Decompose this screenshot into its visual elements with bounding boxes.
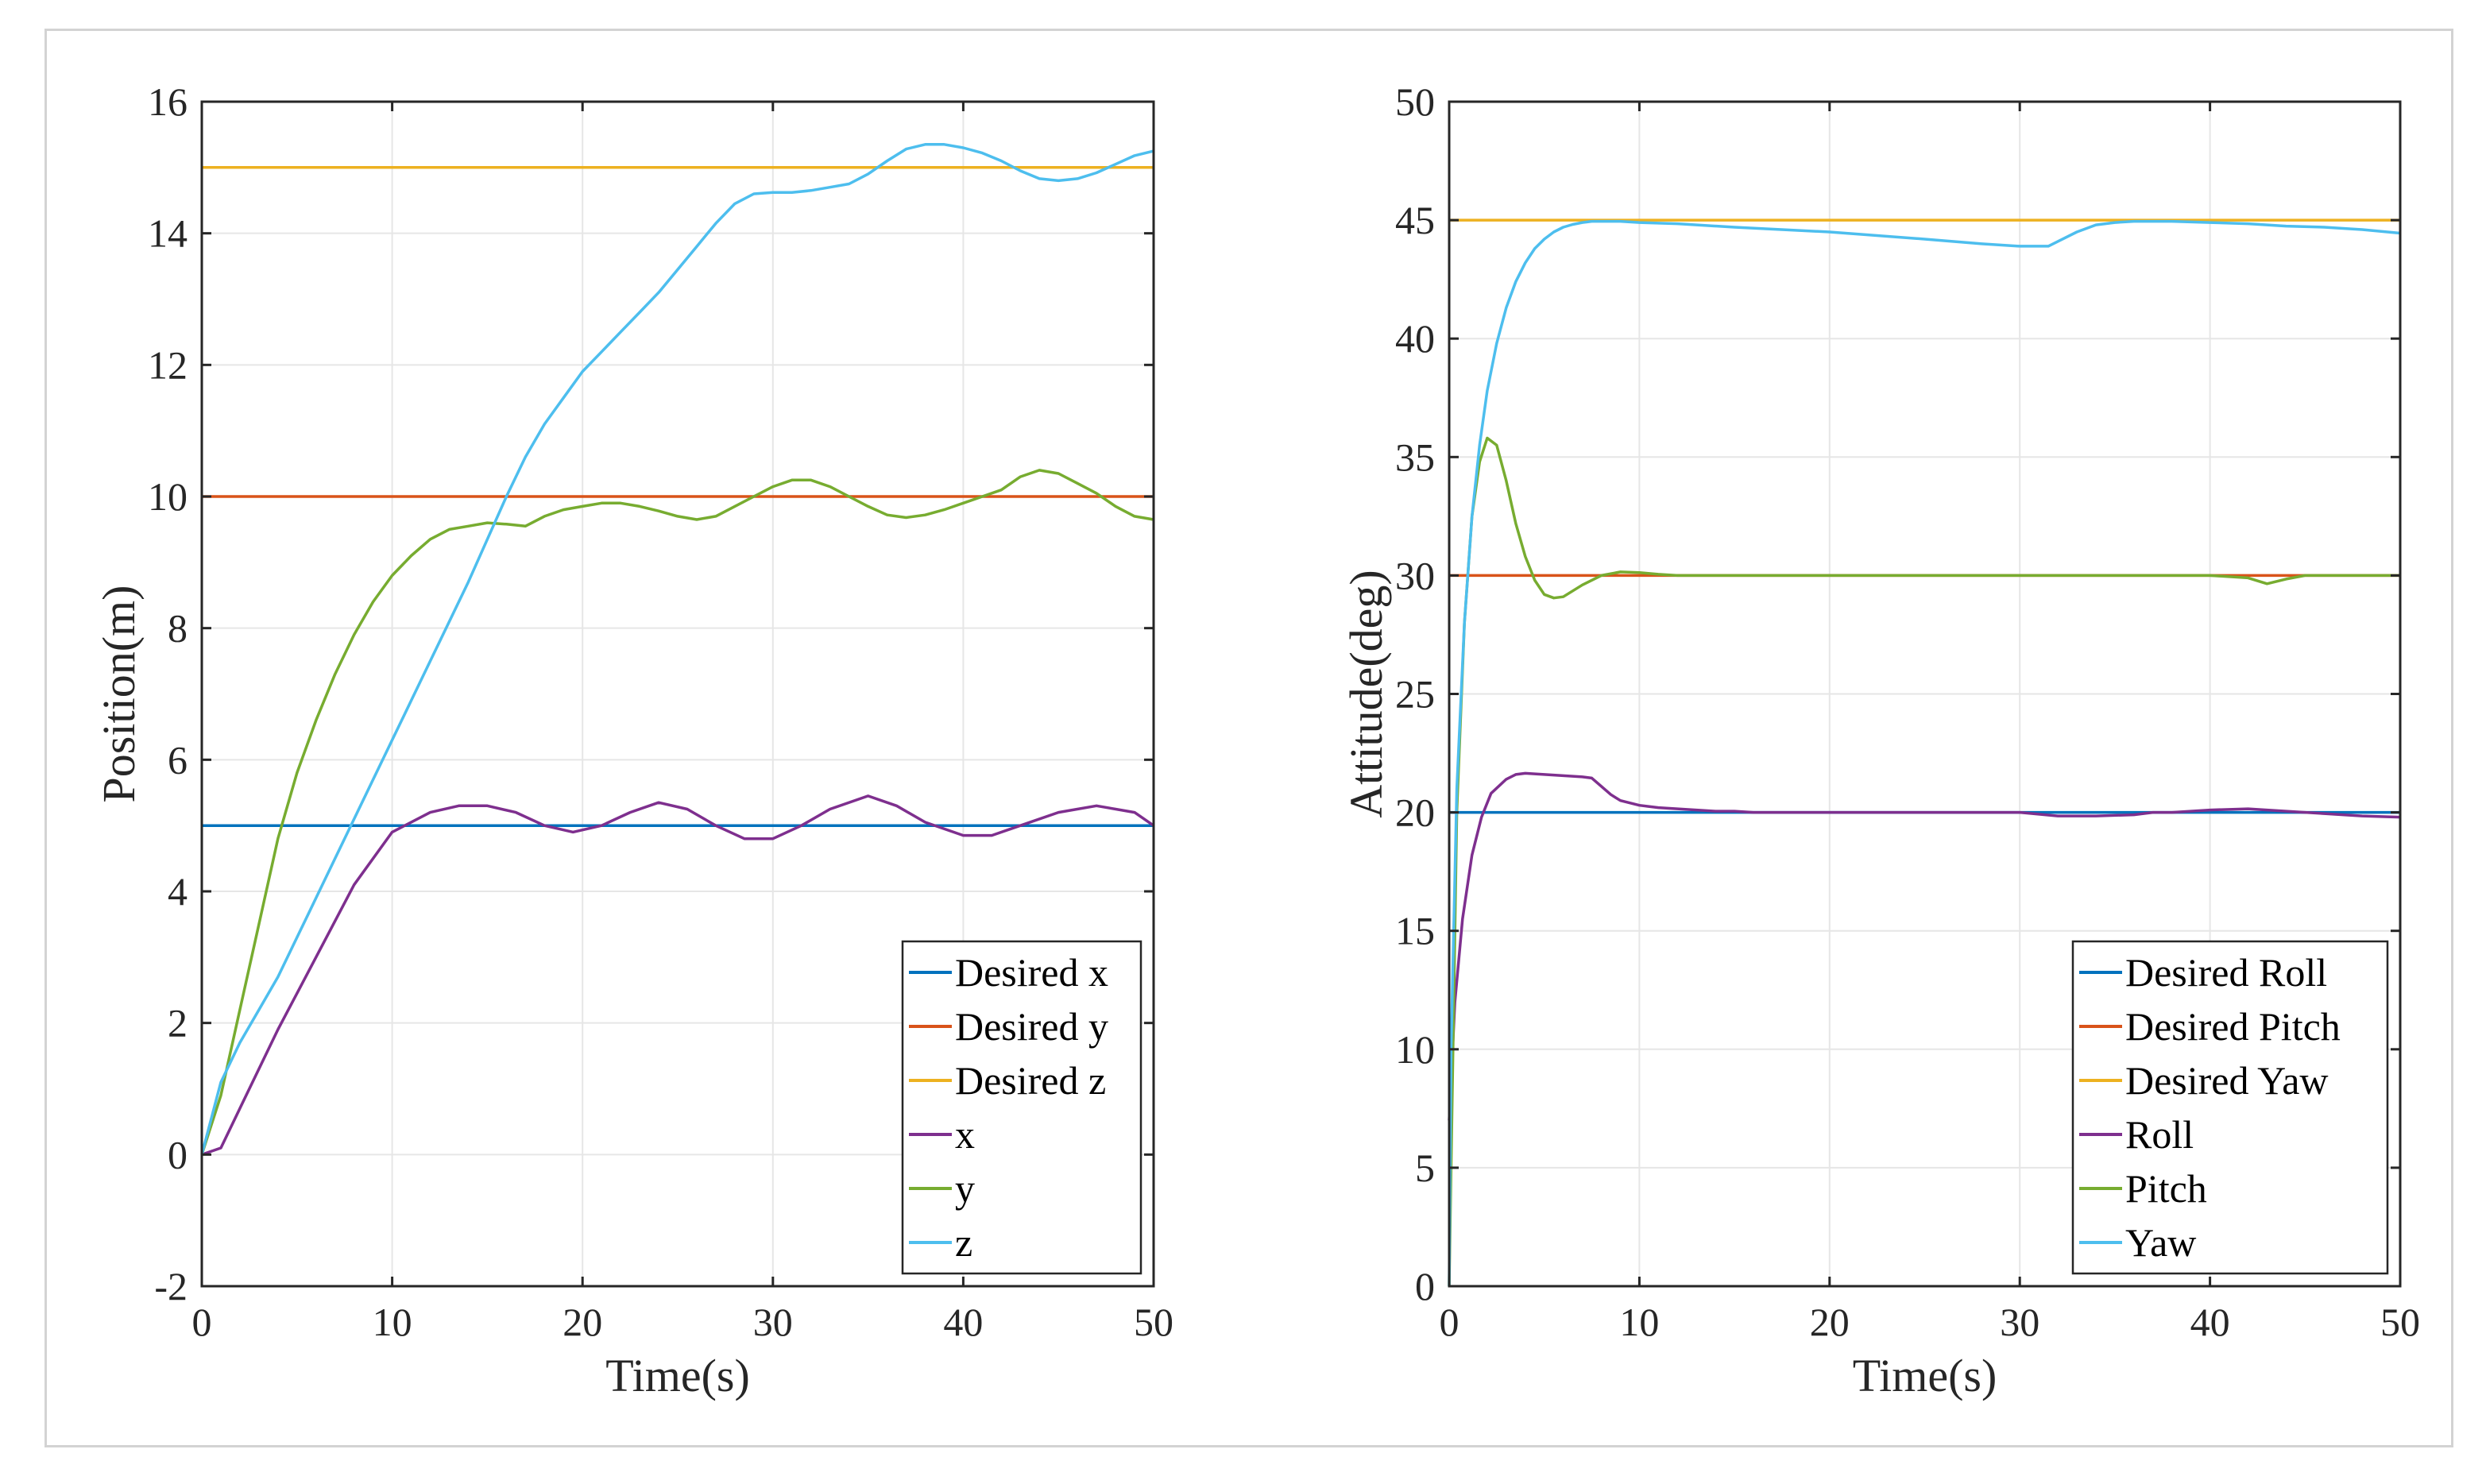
legend-label: x	[955, 1112, 975, 1157]
y-tick-label: 10	[148, 474, 188, 519]
x-tick-label: 0	[192, 1300, 212, 1344]
legend-item: Roll	[2079, 1112, 2194, 1157]
legend-item: Desired y	[909, 1004, 1108, 1049]
legend-item: z	[909, 1220, 972, 1265]
legend-box	[901, 940, 1142, 1275]
x-tick-label: 40	[2190, 1300, 2230, 1344]
x-axis-label: Time(s)	[605, 1350, 750, 1401]
series-line-pitch	[1448, 436, 2400, 1287]
x-tick-label: 50	[2380, 1300, 2420, 1344]
y-tick-label: 0	[168, 1132, 188, 1177]
attitude-chart: 0 10 20 30 40 50 0 5 10 15 20 25 30 35 40 45 50 Time(s) At…	[1340, 79, 2420, 1401]
x-tick-label: 20	[1810, 1300, 1850, 1344]
legend-label: y	[955, 1166, 975, 1211]
legend-label: Desired y	[955, 1004, 1108, 1049]
y-axis-label: Attitude(deg)	[1340, 570, 1392, 817]
y-tick-label: 40	[1395, 316, 1435, 361]
legend-label: Desired Yaw	[2125, 1058, 2329, 1103]
series-line-yaw	[1448, 219, 2401, 1287]
x-tick-label: 10	[373, 1300, 412, 1344]
y-tick-label: 12	[148, 342, 188, 387]
legend-label: Desired Roll	[2125, 950, 2327, 995]
y-tick-label: 15	[1395, 909, 1435, 953]
legend-label: Yaw	[2125, 1220, 2196, 1265]
legend-label: Roll	[2125, 1112, 2194, 1157]
legend-label: Desired Pitch	[2125, 1004, 2341, 1049]
y-tick-label: 0	[1415, 1264, 1435, 1308]
series-line-x	[201, 794, 1154, 1156]
legend-item: x	[909, 1112, 975, 1157]
legend-item: Pitch	[2079, 1166, 2207, 1211]
y-tick-label: 8	[168, 606, 188, 651]
series-line-z	[200, 143, 1154, 1155]
x-axis-label: Time(s)	[1853, 1350, 1997, 1401]
x-tick-label: 30	[2000, 1300, 2039, 1344]
legend-item: Desired Pitch	[2079, 1004, 2341, 1049]
figure-frame: 0 10 20 30 40 50 -2 0 2 4 6 8 10 12 14 16 Time(s) Positio…	[44, 29, 2453, 1447]
legend-item: Desired z	[909, 1058, 1106, 1103]
y-tick-label: 4	[168, 869, 188, 914]
y-tick-label: -2	[154, 1264, 188, 1308]
y-tick-label: 50	[1395, 79, 1435, 124]
x-tick-label: 20	[563, 1300, 602, 1344]
legend-item: Desired Yaw	[2079, 1058, 2329, 1103]
y-tick-label: 20	[1395, 790, 1435, 835]
y-axis-label: Position(m)	[93, 585, 145, 803]
legend-item: Desired Roll	[2079, 950, 2327, 995]
y-tick-label: 6	[168, 737, 188, 782]
axes-box	[200, 100, 1155, 1288]
y-tick-label: 5	[1415, 1146, 1435, 1190]
legend-item: Desired x	[909, 950, 1108, 995]
x-tick-label: 0	[1440, 1300, 1460, 1344]
series-line-roll	[1448, 771, 2401, 1121]
y-tick-label: 2	[168, 1001, 188, 1045]
legend-label: Desired z	[955, 1058, 1106, 1103]
y-tick-label: 45	[1395, 198, 1435, 242]
x-tick-label: 10	[1619, 1300, 1659, 1344]
y-tick-label: 16	[148, 79, 188, 124]
legend-label: Pitch	[2125, 1166, 2207, 1211]
y-tick-label: 30	[1395, 553, 1435, 597]
x-tick-label: 50	[1134, 1300, 1173, 1344]
position-chart: 0 10 20 30 40 50-20246810121416Time(s)Positio…	[93, 79, 1173, 1401]
series-line-y	[200, 469, 1154, 1155]
legend: Desired Roll Desired Pitch Desired Yaw Roll…	[2071, 940, 2389, 1275]
figure-canvas: 0 10 20 30 40 50-20246810121416Time(s)Positio…	[93, 79, 2420, 1401]
legend-label: z	[955, 1220, 972, 1265]
y-tick-label: 14	[148, 211, 188, 256]
legend-item: y	[909, 1166, 975, 1211]
y-tick-label: 10	[1395, 1027, 1435, 1072]
legend-box	[2071, 940, 2389, 1275]
y-tick-label: 35	[1395, 435, 1435, 479]
legend-label: Desired x	[955, 950, 1108, 995]
y-tick-label: 25	[1395, 672, 1435, 717]
x-tick-label: 30	[753, 1300, 793, 1344]
legend: Desired x Desired y Desired z xyz	[901, 940, 1142, 1275]
legend-item: Yaw	[2079, 1220, 2196, 1265]
x-tick-label: 40	[943, 1300, 983, 1344]
